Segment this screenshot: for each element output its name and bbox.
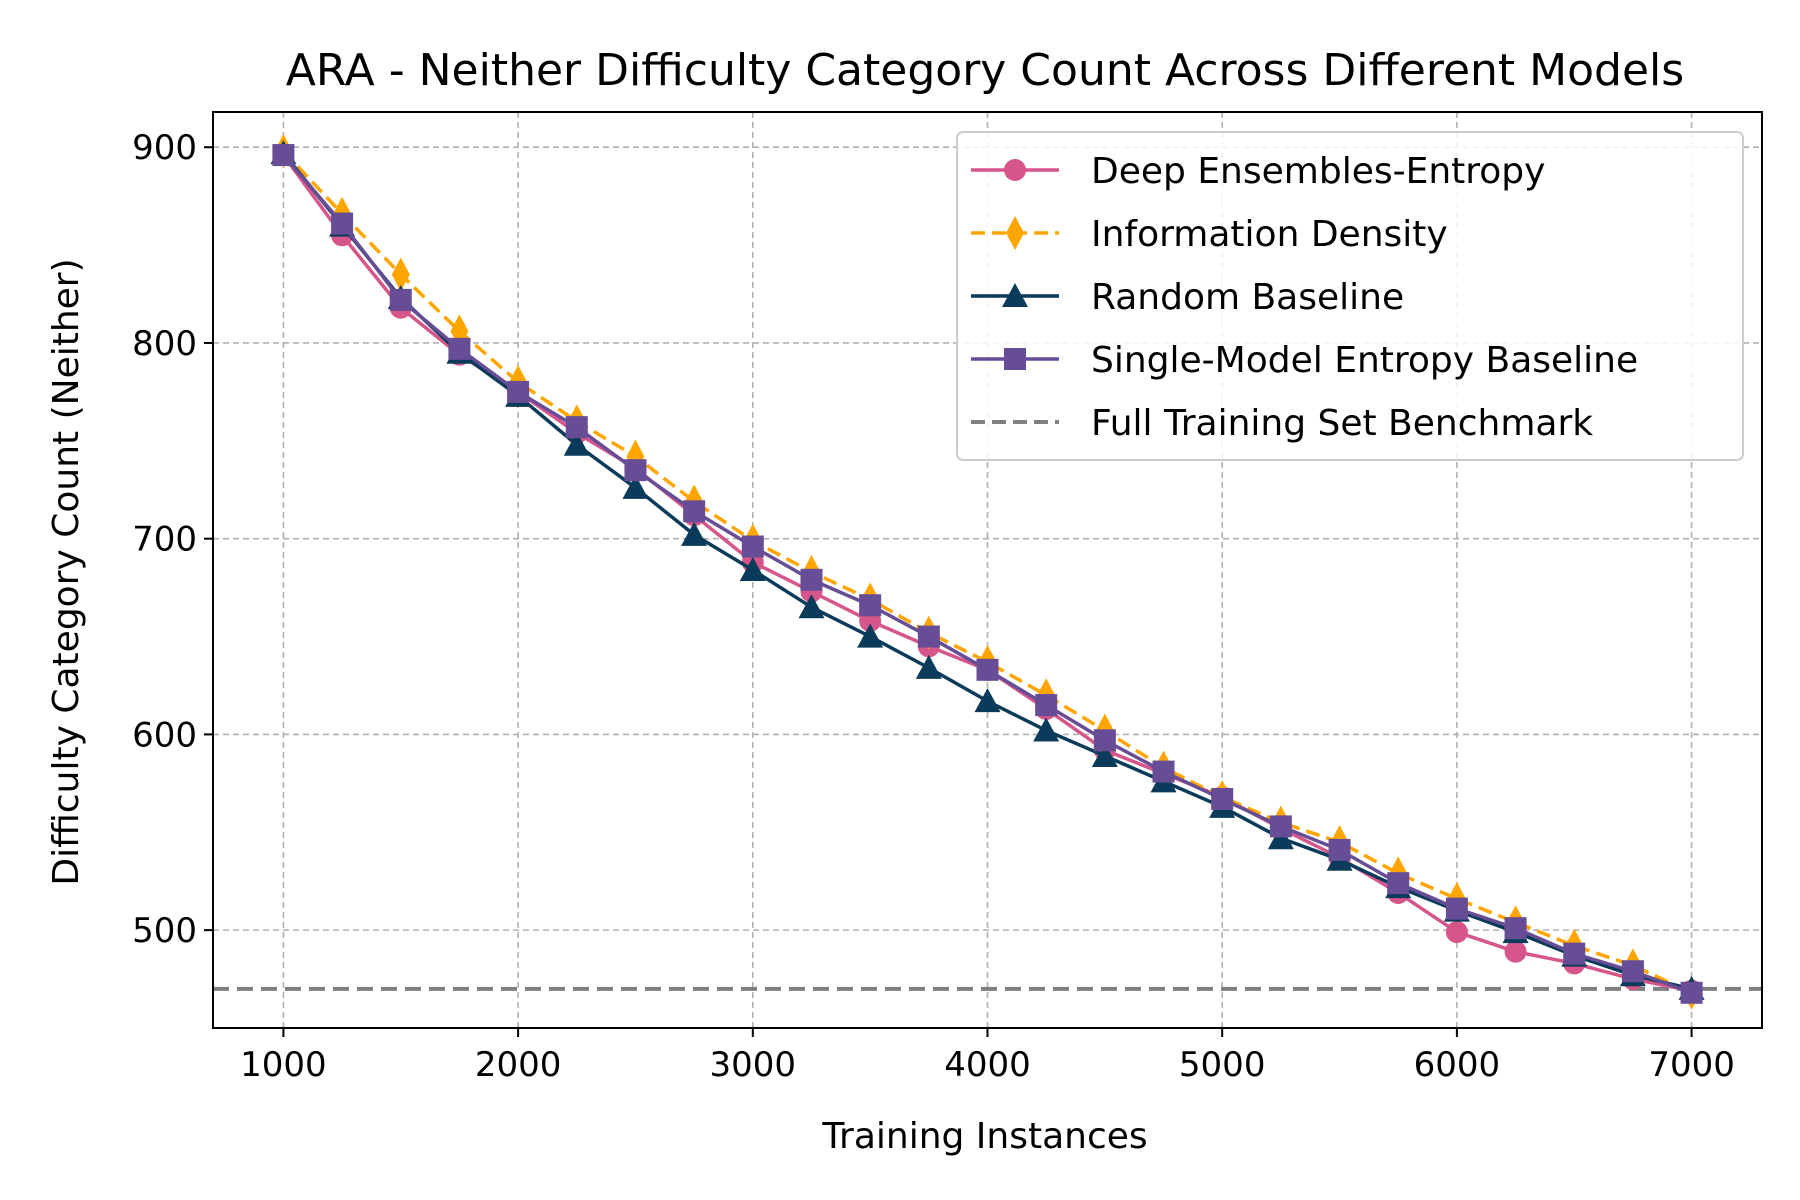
x-axis-label: Training Instances [821, 1116, 1147, 1157]
x-tick-label: 6000 [1414, 1045, 1501, 1085]
legend: Deep Ensembles-Entropy Information Densit… [957, 132, 1743, 460]
data-point-deep-ensembles-entropy [1446, 921, 1468, 943]
data-point-single-model-entropy-baseline [624, 459, 646, 481]
data-point-single-model-entropy-baseline [1387, 872, 1409, 894]
data-point-random-baseline [857, 624, 883, 648]
x-tick-label: 1000 [240, 1045, 327, 1085]
data-point-single-model-entropy-baseline [566, 416, 588, 438]
y-tick-label: 500 [132, 911, 197, 951]
data-point-random-baseline [916, 655, 942, 679]
y-tick-label: 900 [132, 128, 197, 168]
data-point-single-model-entropy-baseline [331, 213, 353, 235]
data-point-single-model-entropy-baseline [448, 338, 470, 360]
data-point-single-model-entropy-baseline [977, 659, 999, 681]
data-point-single-model-entropy-baseline [683, 500, 705, 522]
legend-marker-single-model-entropy-baseline [1004, 348, 1026, 370]
x-tick-label: 5000 [1179, 1045, 1266, 1085]
legend-label-random-baseline: Random Baseline [1091, 277, 1404, 318]
x-tick-label: 2000 [475, 1045, 562, 1085]
data-point-single-model-entropy-baseline [1505, 917, 1527, 939]
data-point-single-model-entropy-baseline [390, 289, 412, 311]
legend-label-single-model-entropy-baseline: Single-Model Entropy Baseline [1091, 340, 1638, 381]
data-point-single-model-entropy-baseline [1681, 982, 1703, 1004]
y-tick-label: 800 [132, 324, 197, 364]
data-point-single-model-entropy-baseline [742, 536, 764, 558]
x-tick-label: 7000 [1648, 1045, 1735, 1085]
legend-marker-deep-ensembles-entropy [1004, 159, 1026, 181]
data-point-single-model-entropy-baseline [859, 594, 881, 616]
data-point-random-baseline [975, 688, 1001, 712]
data-point-single-model-entropy-baseline [800, 569, 822, 591]
data-point-single-model-entropy-baseline [1211, 788, 1233, 810]
data-point-single-model-entropy-baseline [1329, 839, 1351, 861]
data-point-single-model-entropy-baseline [1094, 729, 1116, 751]
data-point-single-model-entropy-baseline [1035, 694, 1057, 716]
data-point-single-model-entropy-baseline [1563, 943, 1585, 965]
y-tick-label: 700 [132, 520, 197, 560]
legend-label-deep-ensembles-entropy: Deep Ensembles-Entropy [1091, 151, 1545, 192]
data-point-random-baseline [1033, 717, 1059, 741]
chart-title: ARA - Neither Difficulty Category Count … [286, 45, 1684, 96]
data-point-single-model-entropy-baseline [1622, 960, 1644, 982]
data-point-single-model-entropy-baseline [1153, 761, 1175, 783]
data-point-deep-ensembles-entropy [1505, 941, 1527, 963]
data-point-single-model-entropy-baseline [1270, 815, 1292, 837]
data-point-single-model-entropy-baseline [507, 381, 529, 403]
data-point-single-model-entropy-baseline [272, 144, 294, 166]
y-tick-label: 600 [132, 715, 197, 755]
x-tick-label: 4000 [944, 1045, 1031, 1085]
y-axis-label: Difficulty Category Count (Neither) [46, 258, 87, 885]
x-tick-label: 3000 [710, 1045, 797, 1085]
data-point-single-model-entropy-baseline [1446, 898, 1468, 920]
legend-label-full-training-set-benchmark: Full Training Set Benchmark [1091, 403, 1593, 444]
legend-label-information-density: Information Density [1091, 214, 1448, 255]
data-point-single-model-entropy-baseline [918, 626, 940, 648]
